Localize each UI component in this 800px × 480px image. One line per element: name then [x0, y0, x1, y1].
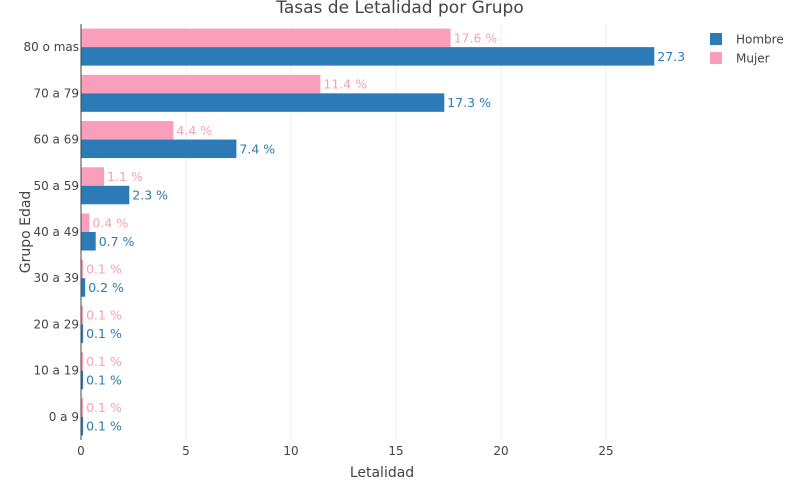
bars — [81, 28, 655, 436]
data-label-mujer: 1.1 % — [107, 169, 143, 184]
y-tick-label: 20 a 29 — [33, 317, 79, 331]
bar-mujer — [81, 305, 84, 325]
data-label-hombre: 0.1 % — [86, 372, 122, 387]
x-tick-label: 0 — [77, 444, 85, 458]
data-label-hombre: 0.1 % — [86, 419, 122, 434]
legend-label-hombre: Hombre — [736, 33, 784, 47]
legend-label-mujer: Mujer — [736, 52, 770, 66]
bar-hombre — [81, 324, 84, 343]
chart-title: Tasas de Letalidad por Grupo — [275, 0, 523, 18]
bar-mujer — [81, 167, 105, 186]
bar-mujer — [81, 259, 84, 279]
bar-hombre — [81, 185, 130, 205]
bar-hombre — [81, 232, 96, 251]
data-label-mujer: 17.6 % — [454, 30, 498, 45]
x-tick-label: 25 — [598, 444, 613, 458]
bar-mujer — [81, 121, 174, 140]
y-tick-label: 0 a 9 — [49, 410, 79, 424]
x-tick-label: 20 — [493, 444, 508, 458]
data-label-hombre: 0.2 % — [88, 280, 124, 295]
data-label-mujer: 0.1 % — [86, 354, 122, 369]
x-axis: 0 5 10 15 20 25 — [77, 444, 613, 458]
y-axis: 80 o mas 70 a 79 60 a 69 50 a 59 40 a 49 30 a… — [23, 24, 82, 440]
y-tick-label: 30 a 39 — [33, 271, 79, 285]
y-axis-title: Grupo Edad — [18, 191, 34, 274]
y-tick-label: 40 a 49 — [33, 225, 79, 239]
data-label-mujer: 0.1 % — [86, 308, 122, 323]
y-tick-label: 50 a 59 — [33, 179, 79, 193]
x-tick-label: 5 — [182, 444, 190, 458]
bar-hombre — [81, 139, 237, 159]
legend-swatch-mujer — [710, 52, 722, 64]
data-label-hombre: 17.3 % — [447, 95, 491, 110]
bar-mujer — [81, 213, 90, 232]
data-label-mujer: 0.1 % — [86, 261, 122, 276]
data-label-mujer: 0.1 % — [86, 400, 122, 415]
x-axis-title: Letalidad — [350, 465, 414, 480]
bar-hombre — [81, 93, 445, 112]
bar-hombre — [81, 278, 86, 297]
y-tick-label: 10 a 19 — [33, 364, 79, 378]
x-tick-label: 15 — [388, 444, 403, 458]
y-tick-label: 80 o mas — [23, 40, 79, 54]
bar-mujer — [81, 74, 321, 94]
y-tick-label: 70 a 79 — [33, 86, 79, 100]
data-label-hombre: 2.3 % — [132, 188, 168, 203]
x-tick-label: 10 — [283, 444, 298, 458]
data-label-hombre: 0.7 % — [99, 234, 135, 249]
bar-mujer — [81, 352, 84, 371]
data-label-hombre: 0.1 % — [86, 326, 122, 341]
data-label-hombre: 7.4 % — [239, 141, 275, 156]
bar-mujer — [81, 28, 451, 48]
legend-swatch-hombre — [710, 33, 722, 45]
data-label-hombre: 27.3 — [657, 49, 685, 64]
data-label-mujer: 11.4 % — [323, 77, 367, 92]
bar-hombre — [81, 47, 655, 66]
y-tick-label: 60 a 69 — [33, 133, 79, 147]
data-labels: 17.6 % 27.3 11.4 % 17.3 % 4.4 % 7.4 % 1.1 % 2.3… — [86, 30, 685, 433]
data-label-mujer: 0.4 % — [92, 215, 128, 230]
bar-mujer — [81, 398, 84, 417]
data-label-mujer: 4.4 % — [176, 123, 212, 138]
legend: Hombre Mujer — [710, 33, 784, 66]
bar-hombre — [81, 370, 84, 390]
bar-hombre — [81, 416, 84, 436]
